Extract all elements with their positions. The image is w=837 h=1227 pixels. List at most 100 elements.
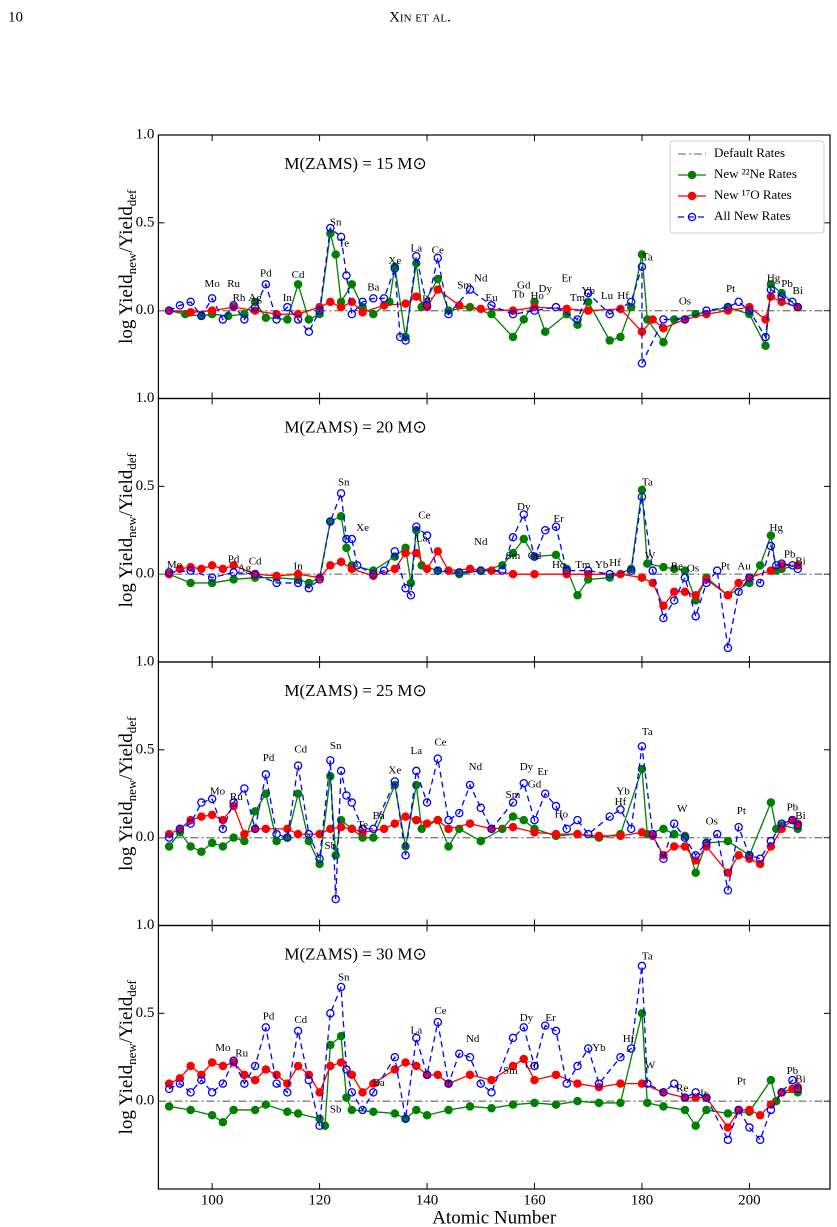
data-point [347, 1105, 357, 1115]
data-point [530, 815, 539, 825]
data-point [761, 332, 770, 342]
data-point [766, 566, 776, 575]
data-point [745, 573, 754, 582]
data-point [508, 822, 518, 832]
data-point [342, 1093, 351, 1102]
data-point [347, 824, 357, 834]
panel: 0.0 0.5 1.0 Mo Ru Pd Cd Sb Sn Te Ba Xe La Ce Nd Sm Dy GdE… [116, 653, 831, 927]
data-point [261, 824, 271, 834]
data-point [315, 1121, 324, 1131]
element-label: Ce [434, 736, 446, 748]
data-point [455, 808, 464, 818]
data-point [793, 302, 803, 312]
element-label: Tm [575, 559, 591, 571]
data-point [680, 573, 690, 582]
data-point [401, 548, 410, 558]
data-point [358, 1088, 367, 1097]
data-point [723, 643, 733, 653]
element-label: Ru [230, 791, 243, 803]
data-point [465, 780, 475, 790]
running-title: Xin et al. [389, 9, 451, 25]
data-point [476, 566, 486, 575]
data-point [342, 543, 351, 553]
element-label: Yb [592, 1042, 606, 1054]
x-tick-label: 180 [631, 1192, 654, 1208]
data-point [326, 1009, 335, 1018]
data-point [369, 1088, 378, 1097]
data-point [476, 1079, 486, 1088]
data-point [207, 1058, 217, 1067]
data-point [594, 831, 604, 841]
data-point [530, 306, 539, 315]
data-point [379, 566, 389, 575]
data-point [433, 815, 443, 825]
data-point [218, 1117, 228, 1127]
data-point [788, 1075, 797, 1085]
element-label: Mo [215, 1042, 231, 1054]
data-point [648, 315, 657, 324]
data-point [465, 1070, 475, 1080]
element-label: Pb [781, 278, 793, 290]
data-point [772, 561, 781, 570]
data-point [530, 828, 539, 837]
element-label: Sm [506, 550, 521, 562]
data-point [326, 756, 335, 765]
data-point [240, 1070, 249, 1080]
data-point [530, 1098, 539, 1108]
data-point [186, 308, 195, 317]
data-point [207, 306, 217, 315]
data-point [616, 1098, 625, 1108]
data-point [229, 301, 238, 310]
data-point [573, 815, 582, 825]
element-label: Sn [330, 740, 342, 752]
data-point [207, 561, 217, 570]
data-point [347, 280, 357, 289]
element-label: Te [357, 819, 368, 831]
data-point [583, 1044, 593, 1053]
data-point [293, 761, 303, 770]
data-point [643, 1079, 652, 1088]
element-label: Pt [737, 805, 746, 817]
element-label: Yb [616, 786, 630, 798]
data-point [573, 1061, 582, 1071]
element-label: Ce [434, 1005, 446, 1017]
series-line [168, 489, 798, 603]
data-point [551, 1026, 561, 1036]
data-point [530, 1061, 539, 1071]
data-point [573, 1079, 582, 1088]
data-point [605, 309, 614, 319]
data-point [519, 1054, 529, 1064]
data-point [616, 304, 625, 314]
data-point [250, 302, 260, 312]
data-point [336, 1058, 346, 1067]
data-point [573, 829, 582, 839]
data-point [336, 557, 346, 567]
data-point [487, 1103, 496, 1113]
data-point [422, 1070, 432, 1080]
data-point [186, 1088, 195, 1097]
element-label: Tb [512, 288, 525, 300]
element-label: Gd [517, 280, 531, 292]
data-point [745, 850, 754, 860]
data-point [229, 568, 238, 577]
data-point [293, 1026, 303, 1036]
data-point [347, 1088, 357, 1097]
data-point [766, 1105, 776, 1115]
data-point [347, 798, 357, 807]
element-label: Ru [227, 278, 240, 290]
element-label: Hf [609, 557, 621, 569]
data-point [433, 1017, 443, 1027]
data-point [680, 587, 690, 596]
data-point [207, 1110, 217, 1120]
data-point [476, 803, 486, 813]
data-point [465, 1053, 475, 1062]
y-tick-label: 0.0 [136, 302, 155, 318]
element-label: Cd [294, 743, 307, 755]
data-point [465, 1102, 475, 1111]
data-point [261, 1023, 271, 1032]
data-point [186, 842, 195, 851]
data-point [637, 250, 647, 259]
data-point [487, 1088, 496, 1097]
